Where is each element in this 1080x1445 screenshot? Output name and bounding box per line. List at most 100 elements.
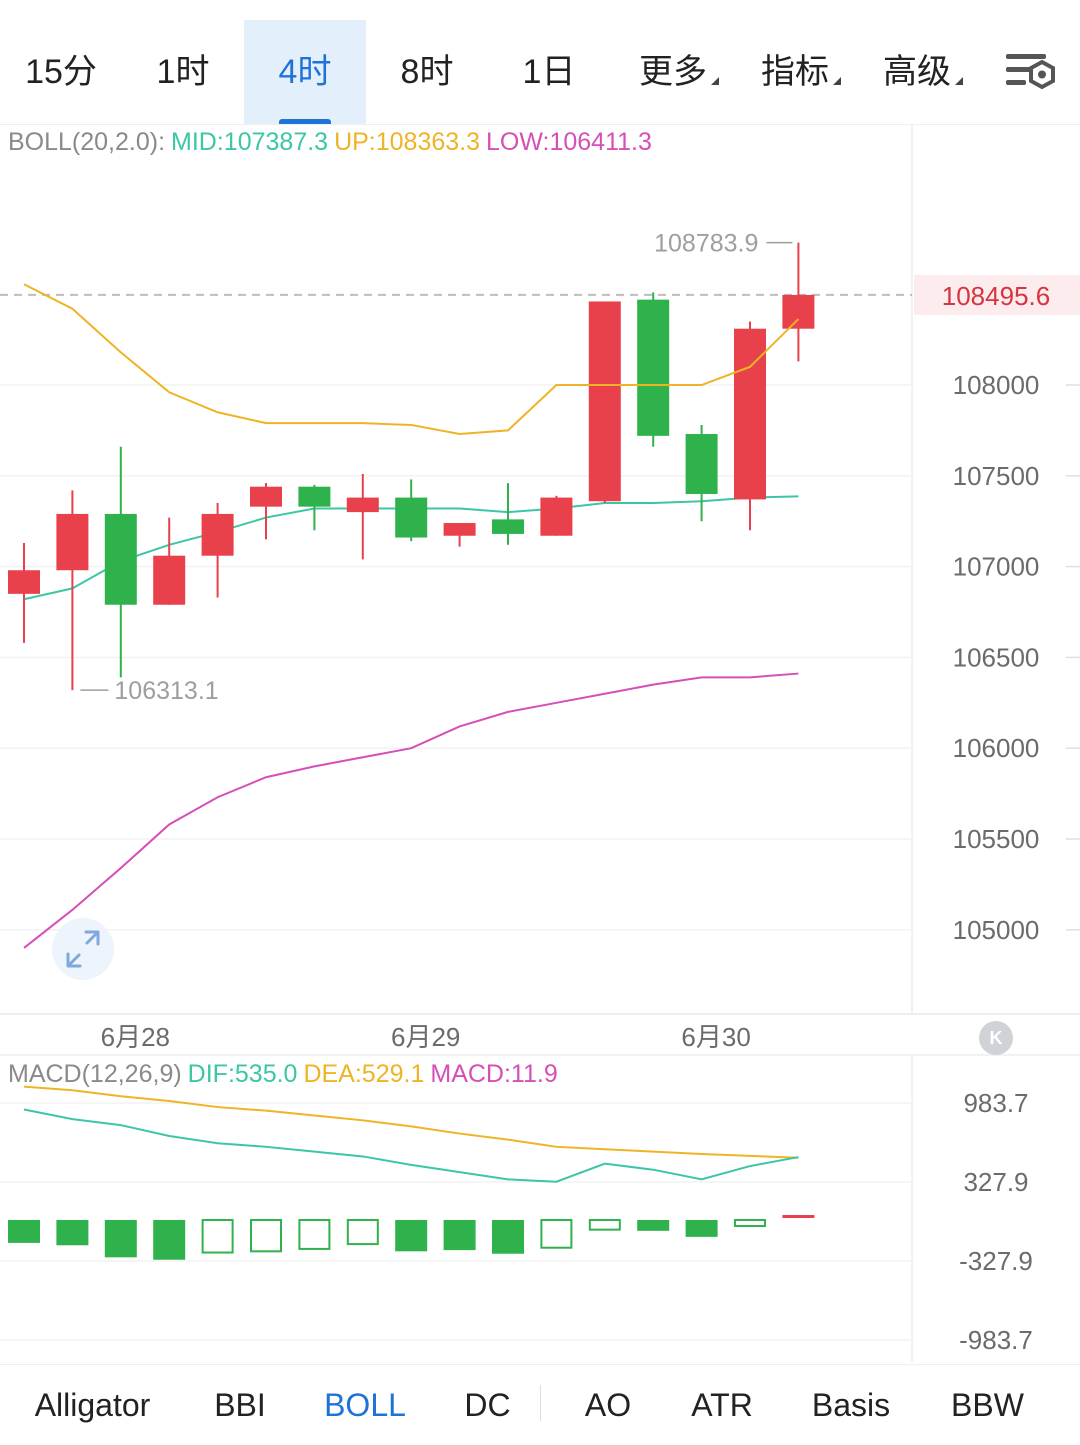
indicator-tab-label: BBW: [951, 1387, 1024, 1423]
tab-label: 15分: [25, 53, 97, 91]
tab-15m[interactable]: 15分: [0, 20, 122, 124]
macd-histogram-bar: [637, 1220, 670, 1231]
boll-legend-up: UP:108363.3: [334, 128, 481, 156]
macd-tick-label: 327.9: [963, 1167, 1028, 1197]
candle-body: [782, 294, 815, 329]
candle-body: [588, 301, 621, 502]
macd-histogram-bar: [298, 1219, 331, 1250]
macd-histogram-bar: [104, 1220, 137, 1258]
expand-icon: [66, 930, 100, 968]
date-tick-label: 6月30: [681, 1022, 750, 1052]
fullscreen-button[interactable]: [52, 918, 114, 980]
price-tick-label: 107500: [953, 461, 1040, 491]
macd-legend-dea: DEA:529.1: [303, 1060, 425, 1088]
tab-bbw[interactable]: BBW: [925, 1365, 1050, 1437]
active-tab-underline: [279, 119, 331, 124]
macd-histogram-bar: [782, 1215, 815, 1218]
tab-label: 8时: [400, 53, 454, 91]
candle-body: [153, 555, 186, 605]
macd-tick-label: -327.9: [959, 1246, 1033, 1276]
price-tick-label: 108000: [953, 370, 1040, 400]
indicator-tab-label: BBI: [214, 1387, 266, 1423]
boll-legend: BOLL(20,2.0): MID:107387.3 UP:108363.3 LOW:…: [8, 128, 658, 157]
tab-advanced-dropdown[interactable]: 高级: [862, 20, 984, 124]
current-price-label: 108495.6: [942, 281, 1050, 311]
chart-settings-icon: [1006, 54, 1055, 90]
candle-body: [298, 486, 331, 507]
chart-settings-button[interactable]: [1000, 48, 1060, 100]
indicator-tab-label: AO: [584, 1387, 632, 1423]
low-price-label: 106313.1: [114, 677, 218, 705]
tab-alligator[interactable]: Alligator: [10, 1365, 175, 1437]
candle-body: [734, 328, 766, 500]
tab-boll[interactable]: BOLL: [305, 1365, 425, 1437]
macd-histogram-bar: [492, 1220, 524, 1254]
candle-body: [346, 497, 379, 513]
candle-body: [443, 523, 476, 536]
caret-down-icon: [711, 77, 719, 85]
candle-body: [56, 513, 89, 571]
candle-body: [637, 299, 670, 436]
price-tick-label: 107000: [953, 552, 1040, 582]
tab-atr[interactable]: ATR: [668, 1365, 776, 1437]
tab-label: 更多: [639, 53, 707, 91]
indicator-tab-label: BOLL: [324, 1387, 406, 1423]
macd-histogram-bar: [8, 1220, 40, 1243]
macd-histogram-bar: [685, 1220, 718, 1237]
macd-dif-line: [23, 1108, 799, 1183]
tab-bbi[interactable]: BBI: [185, 1365, 295, 1437]
candle-body: [685, 434, 718, 494]
tab-indicators-dropdown[interactable]: 指标: [740, 20, 862, 124]
boll-legend-mid: MID:107387.3: [171, 128, 329, 156]
indicator-tab-label: ATR: [691, 1387, 753, 1423]
macd-histogram-bar: [346, 1219, 379, 1246]
indicator-tab-label: Alligator: [34, 1387, 151, 1423]
macd-legend-name: MACD(12,26,9): [8, 1060, 182, 1088]
price-tick-label: 105000: [953, 915, 1040, 945]
tab-1h[interactable]: 1时: [122, 20, 244, 124]
tab-4h[interactable]: 4时: [244, 20, 366, 124]
tab-dc[interactable]: DC: [435, 1365, 540, 1437]
boll-lower-line: [23, 672, 799, 949]
price-chart[interactable]: 108000 107500 107000 106500 106000 105500 1050…: [0, 0, 1080, 1364]
date-tick-label: 6月29: [391, 1022, 460, 1052]
price-tick-label: 106500: [953, 642, 1040, 672]
macd-legend-dif: DIF:535.0: [187, 1060, 298, 1088]
macd-histogram-bar: [588, 1219, 621, 1231]
tab-1d[interactable]: 1日: [488, 20, 610, 124]
candle-body: [104, 513, 137, 605]
indicator-tab-label: Basis: [811, 1387, 891, 1423]
candle-body: [492, 519, 524, 534]
macd-legend: MACD(12,26,9) DIF:535.0 DEA:529.1 MACD:11.9: [8, 1060, 564, 1089]
macd-histogram-bar: [250, 1219, 282, 1253]
tab-label: 1时: [156, 53, 210, 91]
boll-upper-line: [23, 283, 800, 436]
macd-histogram-bar: [153, 1220, 186, 1260]
indicator-tab-label: DC: [464, 1387, 511, 1423]
candle-body: [395, 497, 428, 538]
high-price-label: 108783.9: [654, 230, 758, 258]
macd-dea-line: [23, 1085, 799, 1159]
indicator-tab-bar: Alligator BBI BOLL DC AO ATR Basis BBW: [0, 1364, 1080, 1437]
tab-label: 1日: [522, 53, 576, 91]
macd-tick-label: -983.7: [959, 1325, 1033, 1355]
tab-8h[interactable]: 8时: [366, 20, 488, 124]
price-tick-label: 106000: [953, 733, 1040, 763]
tab-label: 指标: [761, 53, 829, 91]
current-price-label-bg: [914, 274, 1080, 315]
price-tick-label: 105500: [953, 824, 1040, 854]
candle-body: [250, 486, 282, 507]
caret-down-icon: [833, 77, 841, 85]
k-line-badge[interactable]: K: [979, 1021, 1013, 1055]
timeframe-tab-bar: 15分 1时 4时 8时 1日 更多 指标 高级: [0, 0, 1080, 125]
tab-more-dropdown[interactable]: 更多: [618, 20, 740, 124]
macd-histogram-bar: [201, 1219, 234, 1254]
macd-histogram-bar: [443, 1220, 476, 1251]
boll-legend-low: LOW:106411.3: [486, 128, 652, 156]
macd-tick-label: 983.7: [963, 1088, 1028, 1118]
tab-label: 4时: [278, 53, 332, 91]
macd-histogram-bar: [56, 1220, 89, 1246]
tab-ao[interactable]: AO: [555, 1365, 661, 1437]
boll-legend-name: BOLL(20,2.0):: [8, 128, 166, 156]
tab-basis[interactable]: Basis: [790, 1365, 912, 1437]
